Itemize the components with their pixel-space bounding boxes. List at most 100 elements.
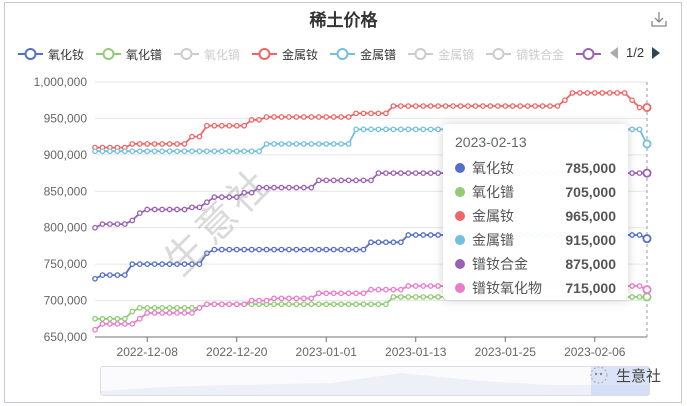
data-point[interactable]: [562, 97, 568, 104]
data-point[interactable]: [353, 301, 359, 308]
data-point[interactable]: [278, 184, 285, 191]
data-point[interactable]: [218, 301, 225, 308]
data-point[interactable]: [427, 294, 434, 300]
data-point[interactable]: [248, 148, 255, 155]
data-point[interactable]: [181, 305, 188, 311]
data-point[interactable]: [263, 114, 270, 120]
data-point[interactable]: [397, 286, 404, 293]
data-point[interactable]: [144, 141, 151, 147]
data-point[interactable]: [427, 283, 434, 289]
data-point[interactable]: [420, 294, 427, 300]
data-point[interactable]: [591, 90, 598, 96]
data-point[interactable]: [397, 294, 404, 300]
data-point[interactable]: [233, 122, 240, 129]
data-point[interactable]: [642, 168, 652, 178]
data-point[interactable]: [151, 261, 158, 267]
data-point[interactable]: [465, 103, 471, 109]
data-point[interactable]: [554, 103, 561, 109]
data-point[interactable]: [412, 283, 419, 289]
data-point[interactable]: [629, 283, 635, 289]
data-point[interactable]: [360, 290, 367, 297]
data-point[interactable]: [606, 90, 613, 96]
data-point[interactable]: [241, 246, 248, 253]
data-point[interactable]: [99, 321, 106, 327]
data-point[interactable]: [136, 315, 143, 322]
data-point[interactable]: [390, 239, 397, 246]
data-point[interactable]: [256, 117, 262, 123]
data-point[interactable]: [420, 103, 427, 109]
data-point[interactable]: [286, 114, 292, 120]
data-point[interactable]: [308, 114, 315, 120]
data-point[interactable]: [397, 239, 404, 246]
data-point[interactable]: [181, 261, 188, 267]
legend-item-2[interactable]: 氧化镝: [174, 46, 240, 63]
data-point[interactable]: [271, 295, 277, 302]
data-point[interactable]: [390, 103, 397, 109]
data-point[interactable]: [166, 148, 173, 155]
data-point[interactable]: [263, 184, 270, 191]
data-point[interactable]: [345, 114, 352, 120]
data-point[interactable]: [233, 194, 240, 200]
data-point[interactable]: [286, 246, 292, 253]
data-point[interactable]: [196, 148, 203, 155]
data-point[interactable]: [629, 232, 635, 238]
data-point[interactable]: [390, 294, 397, 300]
data-point[interactable]: [405, 103, 412, 109]
data-point[interactable]: [375, 170, 382, 176]
data-point[interactable]: [330, 177, 337, 184]
data-point[interactable]: [375, 110, 382, 117]
data-point[interactable]: [397, 126, 404, 133]
data-point[interactable]: [308, 141, 315, 147]
legend-item-0[interactable]: 氧化钕: [18, 46, 84, 63]
data-point[interactable]: [293, 141, 300, 147]
data-point[interactable]: [412, 294, 419, 300]
data-point[interactable]: [211, 122, 218, 129]
data-point[interactable]: [256, 246, 262, 253]
data-point[interactable]: [383, 286, 389, 293]
data-point[interactable]: [636, 294, 643, 300]
data-point[interactable]: [315, 177, 322, 184]
data-point[interactable]: [159, 148, 165, 155]
data-point[interactable]: [532, 103, 538, 109]
data-point[interactable]: [211, 246, 218, 253]
data-point[interactable]: [248, 246, 255, 253]
data-point[interactable]: [614, 90, 621, 96]
data-point[interactable]: [271, 246, 277, 253]
data-point[interactable]: [151, 148, 158, 155]
data-point[interactable]: [405, 283, 412, 289]
data-point[interactable]: [174, 261, 180, 267]
data-point[interactable]: [271, 184, 277, 191]
data-point[interactable]: [248, 117, 255, 123]
data-point[interactable]: [599, 90, 606, 96]
data-point[interactable]: [293, 301, 300, 308]
data-point[interactable]: [129, 261, 136, 267]
data-point[interactable]: [204, 148, 210, 155]
data-point[interactable]: [256, 184, 262, 191]
data-point[interactable]: [174, 148, 180, 155]
data-point[interactable]: [509, 103, 516, 109]
data-point[interactable]: [271, 141, 277, 147]
data-point[interactable]: [226, 148, 233, 155]
data-point[interactable]: [181, 310, 188, 316]
data-point[interactable]: [263, 141, 270, 147]
data-point[interactable]: [107, 315, 113, 322]
data-point[interactable]: [629, 97, 635, 104]
data-point[interactable]: [345, 246, 352, 253]
data-point[interactable]: [166, 141, 173, 147]
data-point[interactable]: [330, 301, 337, 308]
data-point[interactable]: [107, 321, 113, 327]
data-point[interactable]: [360, 246, 367, 253]
data-point[interactable]: [256, 297, 262, 304]
legend-item-3[interactable]: 金属钕: [252, 46, 318, 63]
data-point[interactable]: [286, 184, 292, 191]
legend-item-4[interactable]: 金属镨: [330, 46, 396, 63]
data-point[interactable]: [99, 221, 106, 227]
data-point[interactable]: [144, 310, 151, 316]
data-point[interactable]: [196, 133, 203, 140]
data-point[interactable]: [345, 177, 352, 184]
data-point[interactable]: [129, 148, 136, 155]
data-point[interactable]: [218, 194, 225, 200]
data-point[interactable]: [189, 310, 195, 316]
data-point[interactable]: [420, 126, 427, 133]
data-point[interactable]: [397, 103, 404, 109]
